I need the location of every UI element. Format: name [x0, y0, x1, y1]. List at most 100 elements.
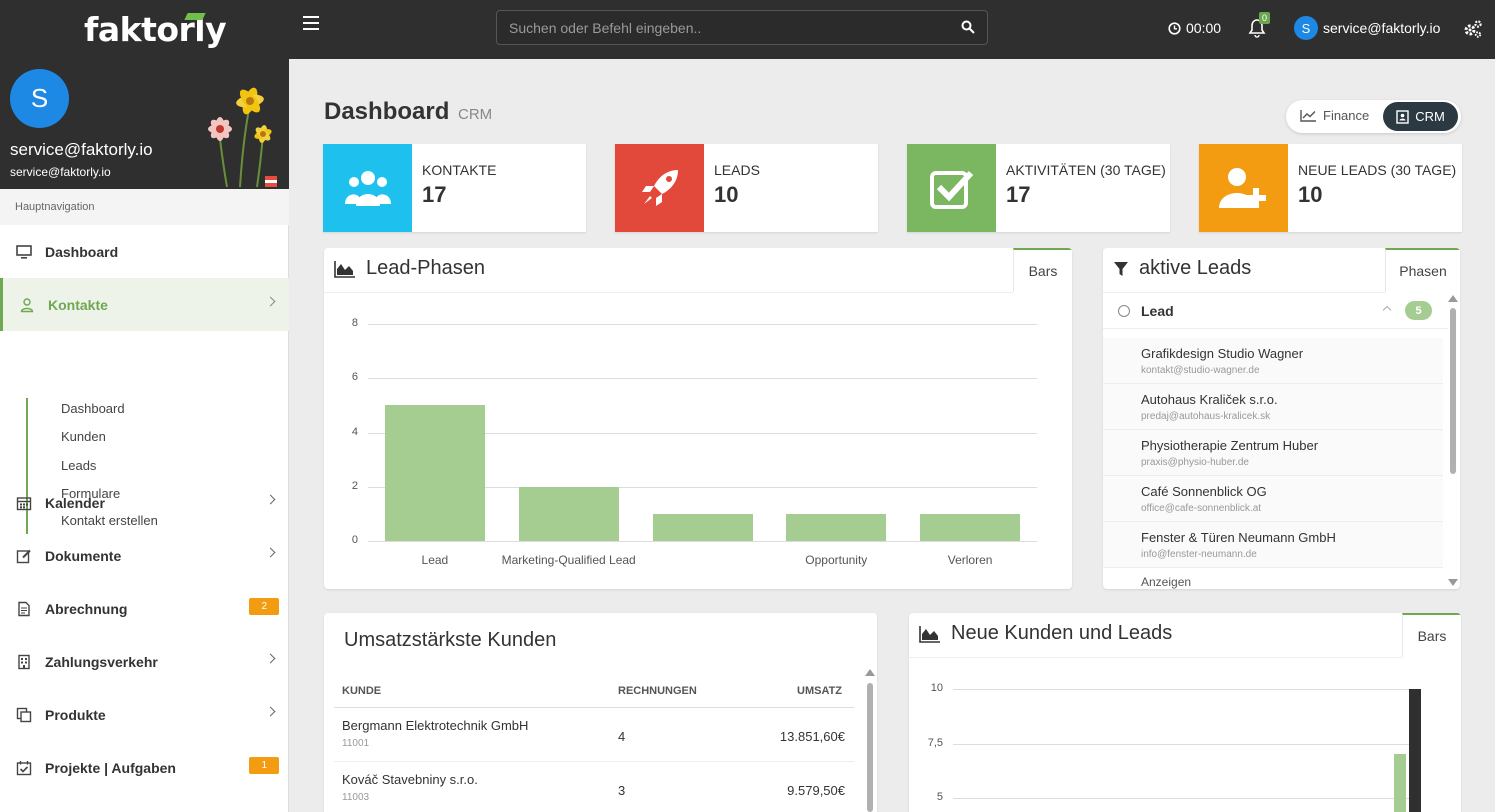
y-tick-label: 7,5: [927, 736, 943, 749]
new-customers-card: Neue Kunden und Leads Bars 5 7,5 10: [909, 613, 1461, 812]
card-title-text: Umsatzstärkste Kunden: [344, 629, 557, 651]
list-item[interactable]: Autohaus Kraliček s.r.o. predaj@autohaus…: [1103, 384, 1443, 430]
y-tick-label: 6: [351, 371, 358, 384]
sidebar: S service@faktorly.io service@faktorly.i…: [0, 59, 289, 812]
subnav-item-kontakt-erstellen[interactable]: Kontakt erstellen: [61, 513, 158, 528]
scrollbar[interactable]: [867, 683, 873, 812]
hamburger-menu-icon[interactable]: [303, 16, 319, 30]
chevron-right-icon: [265, 653, 276, 664]
table-row[interactable]: Bergmann Elektrotechnik GmbH 11001 4 13.…: [334, 708, 854, 762]
chart-bar: [518, 486, 619, 541]
tab-phasen[interactable]: Phasen: [1385, 248, 1460, 292]
gridline: [368, 432, 1037, 434]
invoice-icon: [18, 601, 30, 616]
column-header-rechnungen[interactable]: RECHNUNGEN: [618, 685, 697, 697]
y-tick-label: 4: [351, 425, 358, 438]
scroll-up-icon[interactable]: [865, 669, 875, 676]
lead-email: praxis@physio-huber.de: [1141, 457, 1249, 468]
invoice-count: 4: [618, 729, 626, 744]
sidebar-item-projekte-aufgaben[interactable]: Projekte | Aufgaben 1: [0, 741, 289, 794]
avatar[interactable]: S: [10, 69, 69, 128]
sidebar-item-label: Dashboard: [45, 243, 119, 260]
chart-bar: [652, 513, 753, 541]
gridline: [368, 324, 1037, 325]
table-row[interactable]: Kováč Stavebniny s.r.o. 11003 3 9.579,50…: [334, 762, 854, 812]
sidebar-item-label: Abrechnung: [45, 600, 128, 617]
copy-icon: [16, 707, 32, 722]
sidebar-item-label: Kontakte: [48, 296, 108, 313]
active-leads-card: aktive Leads Phasen Lead 5 Grafikdesign …: [1103, 248, 1460, 589]
column-header-kunde[interactable]: KUNDE: [342, 685, 382, 697]
show-more-link[interactable]: Anzeigen: [1141, 575, 1192, 589]
chevron-right-icon: [265, 296, 276, 307]
list-item[interactable]: Fenster & Türen Neumann GmbH info@fenste…: [1103, 522, 1443, 568]
sidebar-item-zahlungsverkehr[interactable]: Zahlungsverkehr: [0, 635, 289, 688]
kpi-leads[interactable]: LEADS 10: [615, 144, 878, 232]
subnav-item-kunden[interactable]: Kunden: [61, 429, 106, 444]
list-item[interactable]: Grafikdesign Studio Wagner kontakt@studi…: [1103, 338, 1443, 384]
card-title: Umsatzstärkste Kunden: [344, 629, 556, 652]
lead-phases-card: Lead-Phasen Bars 0 2 4 6 8 Lead Marketing-Qual…: [324, 248, 1072, 589]
search-icon[interactable]: [961, 20, 975, 34]
divider: [1103, 328, 1448, 329]
notification-badge: 0: [1259, 12, 1271, 24]
tab-bars[interactable]: Bars: [1013, 248, 1072, 292]
logo[interactable]: faktorly: [84, 10, 227, 49]
contact-card-icon: [1396, 109, 1409, 124]
kpi-aktivitaeten[interactable]: AKTIVITÄTEN (30 TAGE) 17: [907, 144, 1170, 232]
count-badge: 2: [249, 598, 279, 615]
column-header-umsatz[interactable]: UMSATZ: [797, 685, 843, 697]
divider: [1103, 292, 1385, 293]
sidebar-item-abrechnung[interactable]: Abrechnung 2: [0, 582, 289, 635]
scroll-down-icon[interactable]: [1448, 579, 1458, 586]
radio-icon[interactable]: [1118, 305, 1130, 317]
list-item[interactable]: Café Sonnenblick OG office@cafe-sonnenbl…: [1103, 476, 1443, 522]
kpi-value: 17: [422, 182, 447, 207]
checkbox-icon: [929, 170, 973, 209]
line-chart-icon: [1300, 110, 1316, 122]
kpi-label: LEADS: [714, 162, 760, 178]
subnav-item-dashboard[interactable]: Dashboard: [61, 401, 125, 416]
toggle-finance[interactable]: Finance: [1300, 108, 1369, 123]
lead-name: Autohaus Kraliček s.r.o.: [1141, 392, 1278, 407]
area-chart-icon: [334, 260, 355, 278]
chevron-up-icon[interactable]: [1382, 305, 1392, 315]
lead-count-badge: 5: [1405, 301, 1432, 320]
scroll-up-icon[interactable]: [1448, 295, 1458, 302]
toggle-finance-label: Finance: [1323, 108, 1370, 123]
card-title-text: Neue Kunden und Leads: [951, 622, 1173, 644]
kpi-kontakte[interactable]: KONTAKTE 17: [323, 144, 586, 232]
tab-bars[interactable]: Bars: [1402, 613, 1461, 657]
timer[interactable]: 00:00: [1168, 20, 1221, 36]
scrollbar[interactable]: [1450, 308, 1456, 474]
cogs-icon[interactable]: [1463, 19, 1483, 39]
y-tick-label: 8: [351, 317, 358, 329]
flowers-illustration: [208, 87, 277, 188]
top-customers-card: Umsatzstärkste Kunden KUNDE RECHNUNGEN U…: [324, 613, 877, 812]
gridline: [953, 743, 1421, 745]
customer-name: Bergmann Elektrotechnik GmbH: [342, 718, 529, 733]
lead-name: Fenster & Türen Neumann GmbH: [1141, 530, 1336, 545]
sidebar-item-produkte[interactable]: Produkte: [0, 688, 289, 741]
kpi-neue-leads[interactable]: NEUE LEADS (30 TAGE) 10: [1199, 144, 1462, 232]
toggle-crm[interactable]: CRM: [1383, 102, 1458, 131]
subnav-item-leads[interactable]: Leads: [61, 458, 97, 473]
lead-group-label: Lead: [1141, 303, 1174, 319]
search-input[interactable]: [509, 11, 949, 44]
gridline: [953, 689, 1421, 690]
add-user-icon: [1218, 168, 1266, 208]
gridline: [368, 541, 1037, 542]
list-item[interactable]: Physiotherapie Zentrum Huber praxis@phys…: [1103, 430, 1443, 476]
user-menu[interactable]: S service@faktorly.io: [1294, 16, 1440, 40]
view-toggle: Finance CRM: [1286, 100, 1461, 133]
sidebar-item-dokumente[interactable]: Dokumente: [0, 529, 289, 582]
subnav-item-formulare[interactable]: Formulare: [61, 486, 121, 501]
kpi-label: KONTAKTE: [422, 162, 497, 178]
kpi-value: 10: [714, 182, 739, 207]
sidebar-item-kontakte[interactable]: Kontakte: [0, 278, 289, 331]
lead-name: Physiotherapie Zentrum Huber: [1141, 438, 1319, 453]
sidebar-item-kalender[interactable]: Kalender: [0, 476, 289, 529]
sidebar-item-label: Zahlungsverkehr: [45, 653, 158, 670]
x-tick-label: Marketing-Qualified Lead: [501, 553, 636, 567]
sidebar-item-dashboard[interactable]: Dashboard: [0, 225, 289, 278]
